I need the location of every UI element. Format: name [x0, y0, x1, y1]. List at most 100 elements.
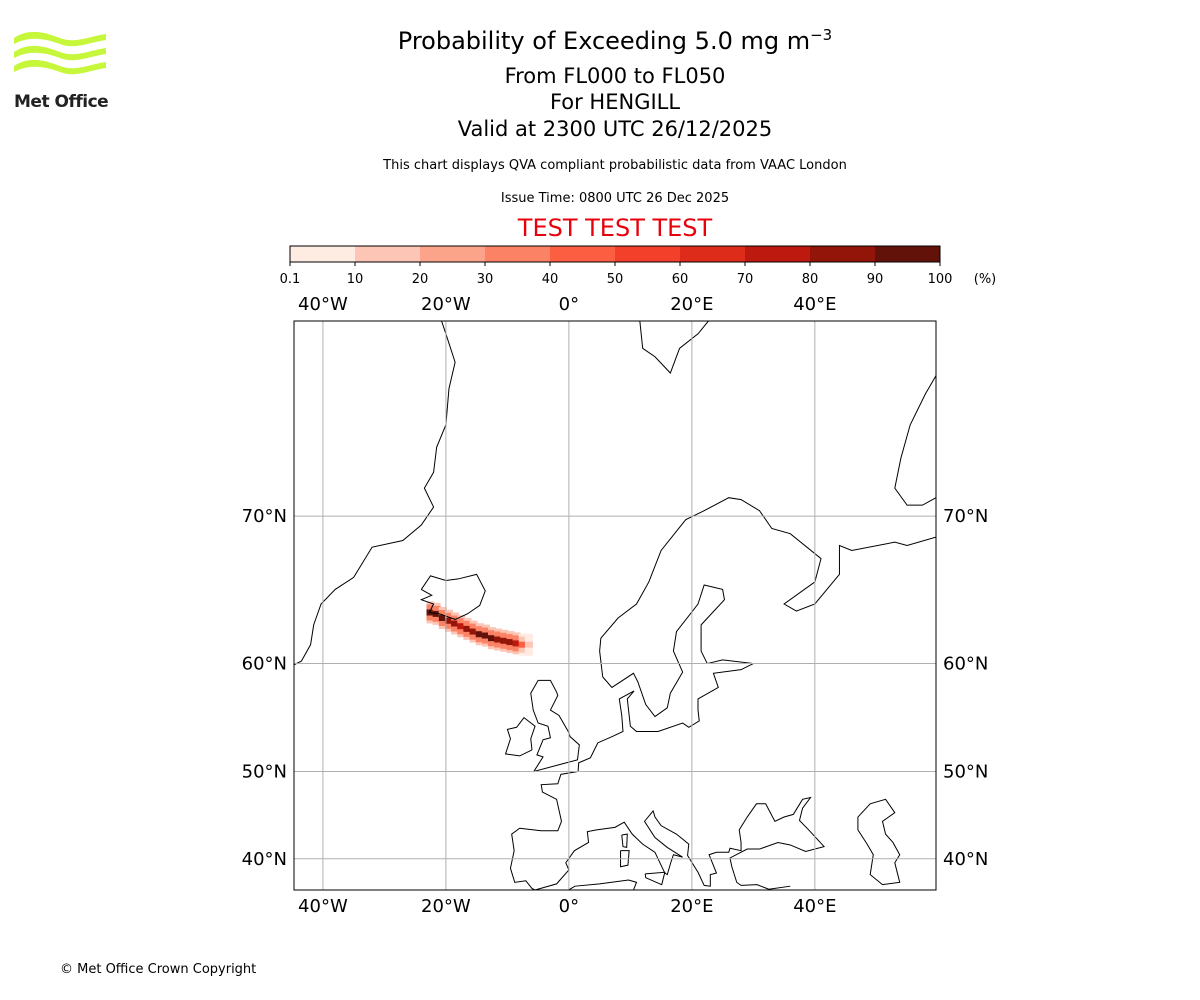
plume-cell — [494, 636, 503, 643]
colorbar-segment — [875, 246, 941, 262]
plume-cell — [426, 614, 435, 621]
volcano-name: For HENGILL — [549, 90, 681, 114]
plume-cell — [432, 615, 441, 622]
plume-cell — [512, 640, 521, 647]
colorbar-tick-label: 20 — [412, 272, 429, 287]
colorbar-segment — [745, 246, 811, 262]
lat-label-left: 50°N — [242, 761, 287, 782]
coastline — [857, 798, 901, 886]
coastline — [713, 894, 730, 897]
plume-cell — [451, 625, 460, 632]
coastline — [639, 321, 710, 374]
coastline — [567, 879, 638, 890]
plume-cell — [481, 627, 490, 634]
lon-label-bottom: 20°E — [670, 896, 713, 917]
coastline — [509, 584, 826, 890]
lon-label-bottom: 0° — [559, 896, 579, 917]
colorbar-segment — [420, 246, 486, 262]
plume-cell — [426, 604, 435, 611]
lon-label-top: 40°W — [298, 294, 348, 315]
copyright: © Met Office Crown Copyright — [60, 962, 257, 977]
lat-label-left: 60°N — [242, 654, 287, 675]
plume-cell — [518, 641, 527, 648]
level-range: From FL000 to FL050 — [504, 64, 726, 88]
plume-cell — [469, 633, 478, 640]
plume-cell — [494, 631, 503, 638]
plume-cell — [494, 641, 503, 648]
coastline — [620, 850, 630, 868]
plume-cell — [500, 637, 509, 644]
colorbar-tick-label: 90 — [867, 272, 884, 287]
plume-cell — [506, 644, 515, 651]
lat-label-left: 70°N — [242, 506, 287, 527]
coastline — [530, 679, 580, 773]
plume-cell — [451, 615, 460, 622]
plume-cell — [518, 646, 527, 653]
coastline — [599, 497, 936, 677]
lon-label-bottom: 20°W — [421, 896, 471, 917]
plume-cell — [524, 646, 533, 653]
colorbar-segment — [485, 246, 551, 262]
plume-cell — [451, 620, 460, 627]
coastline — [894, 375, 936, 506]
map-frame — [293, 320, 937, 891]
plume-cell — [506, 639, 515, 646]
lon-label-top: 20°E — [670, 294, 713, 315]
title-main: Probability of Exceeding 5.0 mg m — [397, 27, 811, 55]
plume-cell — [438, 610, 447, 617]
plume-cell — [475, 636, 484, 643]
plume-cell — [512, 645, 521, 652]
coastline — [644, 871, 666, 886]
colorbar-segment — [290, 246, 356, 262]
colorbar: 0.1 10 20 30 40 50 60 70 80 90 100 (%) — [280, 245, 997, 287]
lat-label-right: 40°N — [943, 849, 988, 870]
plume-cell — [432, 605, 441, 612]
chart-title: Probability of Exceeding 5.0 mg m−3 — [0, 26, 1200, 55]
coastline — [504, 716, 536, 757]
plume-cell — [524, 641, 533, 648]
met-office-logo — [14, 30, 106, 94]
gridlines — [294, 321, 936, 890]
plume-cell — [438, 615, 447, 622]
lon-label-bottom: 40°W — [298, 896, 348, 917]
colorbar-tick-label: 100 — [928, 272, 953, 287]
title-exponent: −3 — [810, 26, 833, 44]
colorbar-segment — [355, 246, 421, 262]
lat-label-right: 60°N — [943, 654, 988, 675]
colorbar-tick-label: 80 — [802, 272, 819, 287]
plume-cell — [481, 632, 490, 639]
plume-cell — [475, 631, 484, 638]
plume-cell — [475, 626, 484, 633]
plume-cell — [488, 635, 497, 642]
plume-cell — [457, 628, 466, 635]
plume-cell — [444, 622, 453, 629]
plume-cell — [481, 637, 490, 644]
colorbar-tick-label: 30 — [477, 272, 494, 287]
colorbar-unit: (%) — [974, 272, 997, 287]
valid-time: Valid at 2300 UTC 26/12/2025 — [457, 117, 773, 141]
map: 40°W 40°W 20°W 20°W 0° 0° 20°E 20°E 40°E 40°E 70°N… — [242, 294, 989, 917]
lon-label-top: 0° — [559, 294, 579, 315]
plume-cell — [457, 623, 466, 630]
coastline — [621, 833, 628, 849]
plume-cell — [488, 630, 497, 637]
colorbar-tick-label: 10 — [347, 272, 364, 287]
lon-label-top: 20°W — [421, 294, 471, 315]
lon-label-top: 40°E — [793, 294, 836, 315]
plume-cell — [438, 620, 447, 627]
plume-cell — [488, 640, 497, 647]
plume-cell — [444, 617, 453, 624]
colorbar-tick-label: 0.1 — [280, 272, 301, 287]
test-banner: TEST TEST TEST — [517, 214, 713, 242]
plume-cell — [444, 612, 453, 619]
plume-cell — [469, 623, 478, 630]
map-content — [294, 321, 936, 897]
lon-label-bottom: 40°E — [793, 896, 836, 917]
plume-cell — [463, 630, 472, 637]
issue-time: Issue Time: 0800 UTC 26 Dec 2025 — [500, 191, 730, 206]
logo-text: Met Office — [14, 92, 109, 112]
colorbar-segment — [615, 246, 681, 262]
plume-cell — [512, 635, 521, 642]
subtitle: This chart displays QVA compliant probab… — [383, 158, 847, 173]
